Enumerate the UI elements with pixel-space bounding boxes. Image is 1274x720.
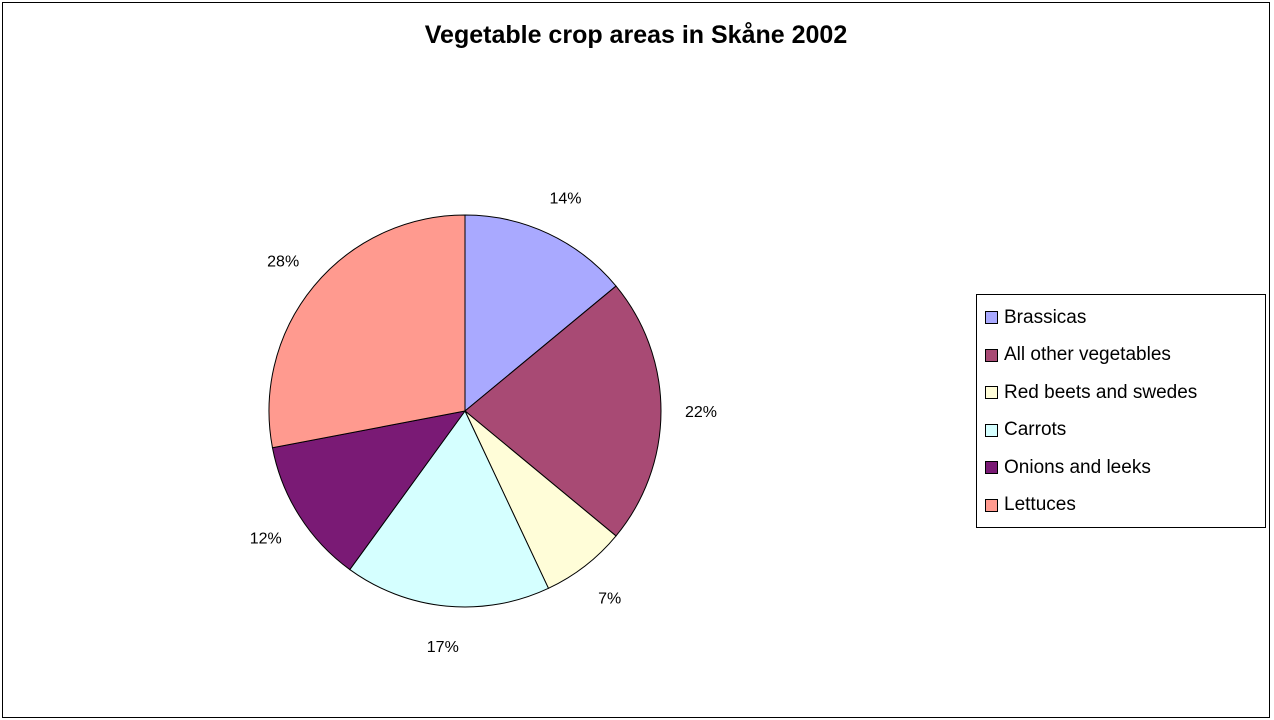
legend-item: Onions and leeks: [977, 449, 1265, 487]
data-label: 17%: [427, 639, 459, 656]
data-label: 22%: [685, 404, 717, 421]
legend-item: Red beets and swedes: [977, 374, 1265, 412]
pie-slice-brassicas: [464, 214, 617, 413]
legend-swatch: [985, 348, 998, 362]
legend-item: Carrots: [977, 412, 1265, 450]
pie-slice-onions-and-leeks: [271, 410, 467, 571]
pie-slice-all-other-vegetables: [464, 285, 662, 537]
pie-chart: 14% 22% 7% 17% 12% 28%: [250, 190, 717, 656]
legend-label: Onions and leeks: [1004, 456, 1151, 478]
legend-label: Lettuces: [1004, 494, 1076, 516]
legend-item: Lettuces: [977, 487, 1265, 525]
legend-label: Carrots: [1004, 419, 1067, 441]
legend-swatch: [985, 461, 998, 475]
data-label: 7%: [598, 590, 621, 607]
legend-swatch: [985, 423, 998, 437]
legend-item: Brassicas: [977, 299, 1265, 337]
legend-swatch: [985, 386, 998, 400]
legend-label: Brassicas: [1004, 306, 1087, 328]
data-label: 14%: [549, 190, 581, 207]
legend-swatch: [985, 311, 998, 325]
legend-item: All other vegetables: [977, 337, 1265, 375]
pie-slice-carrots: [349, 410, 550, 608]
pie-slice-lettuces: [268, 214, 466, 449]
data-label: 28%: [267, 254, 299, 271]
data-label: 12%: [250, 530, 282, 547]
legend-label: Red beets and swedes: [1004, 381, 1198, 403]
chart-legend: Brassicas All other vegetables Red beets a…: [976, 294, 1266, 528]
legend-label: All other vegetables: [1004, 344, 1171, 366]
legend-swatch: [985, 498, 998, 512]
chart-title: Vegetable crop areas in Skåne 2002: [424, 21, 848, 49]
